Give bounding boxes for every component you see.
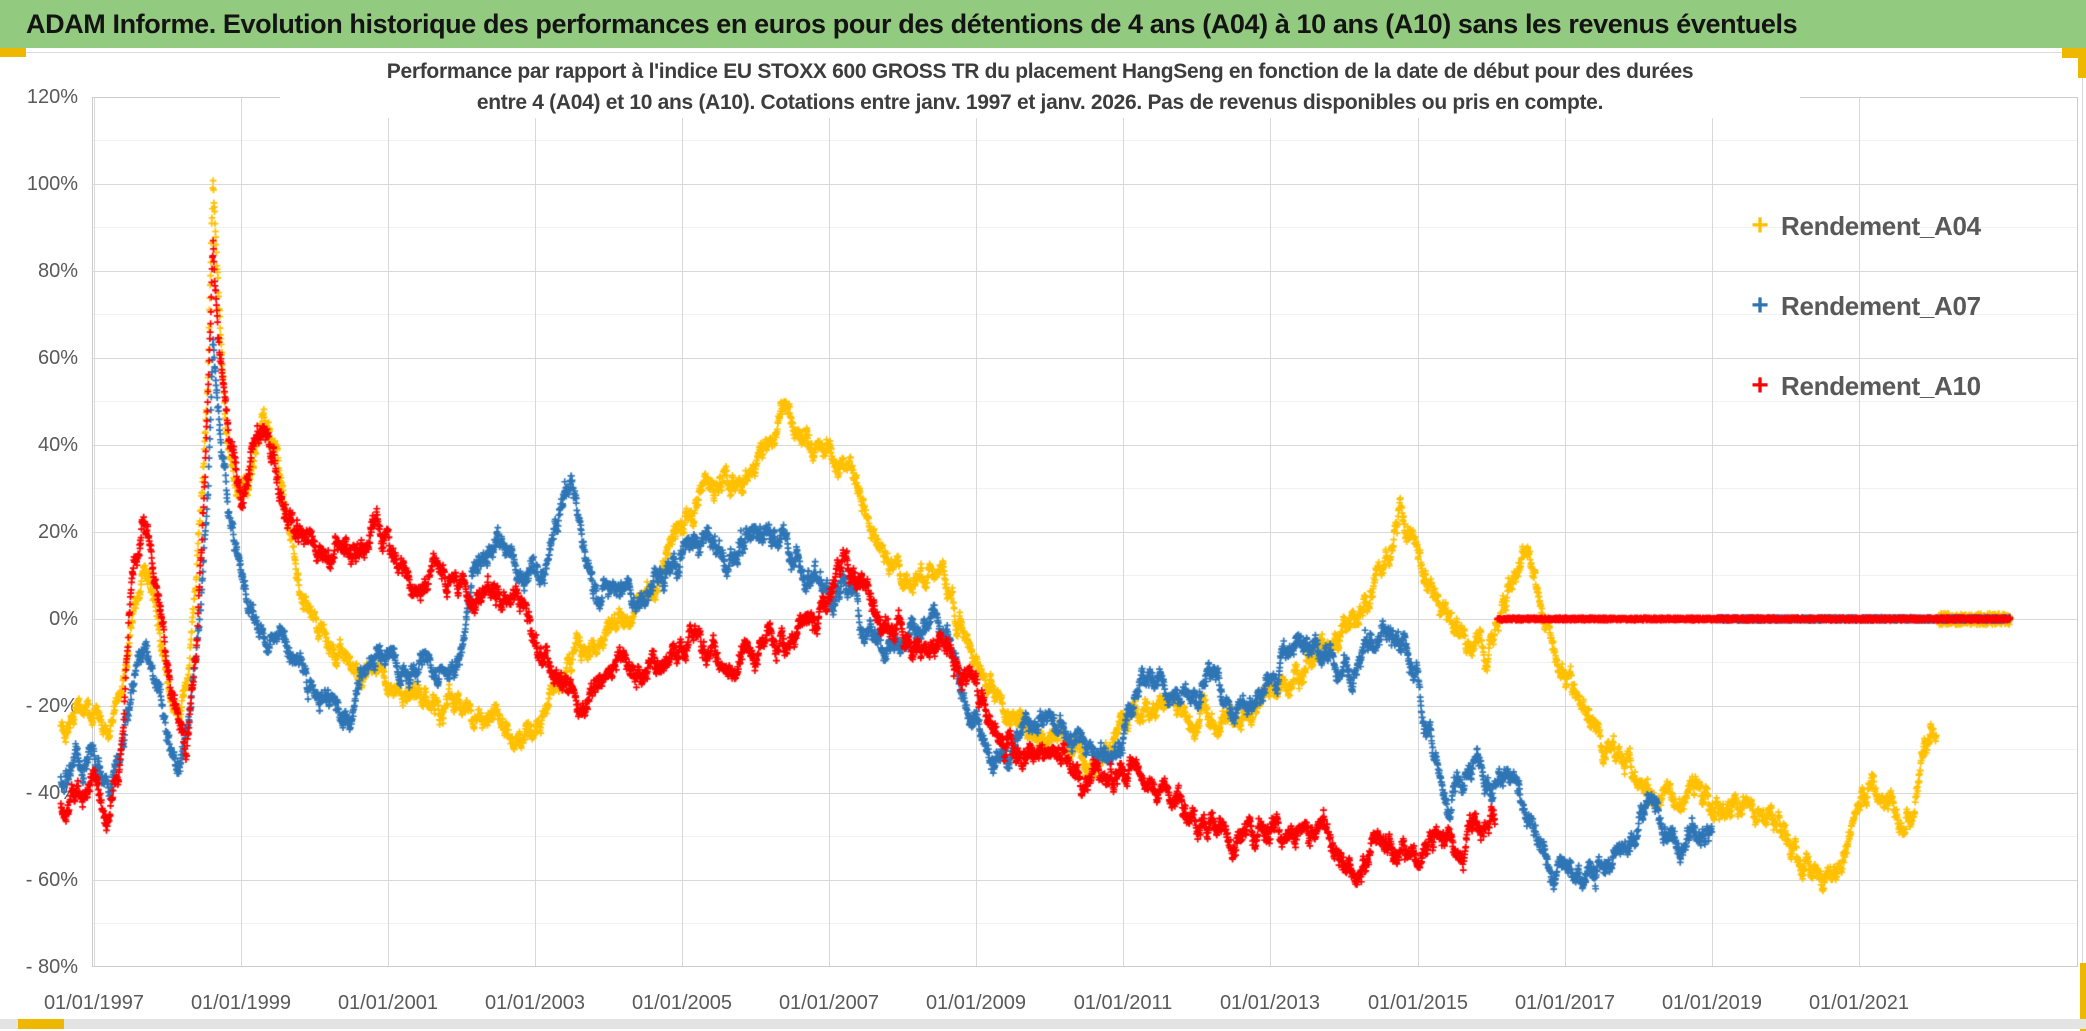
legend-label: Rendement_A10	[1781, 370, 1981, 401]
legend-item-rendement-a07[interactable]: + Rendement_A07	[1745, 266, 1981, 346]
legend-label: Rendement_A04	[1781, 210, 1981, 241]
legend-label: Rendement_A07	[1781, 290, 1981, 321]
plus-marker-icon: +	[1751, 289, 1769, 322]
legend-item-rendement-a04[interactable]: + Rendement_A04	[1745, 186, 1981, 266]
plus-marker-icon: +	[1751, 209, 1769, 242]
plus-marker-icon: +	[1751, 369, 1769, 402]
chart-legend: + Rendement_A04 + Rendement_A07 + Rendem…	[1745, 186, 1981, 426]
legend-item-rendement-a10[interactable]: + Rendement_A10	[1745, 346, 1981, 426]
